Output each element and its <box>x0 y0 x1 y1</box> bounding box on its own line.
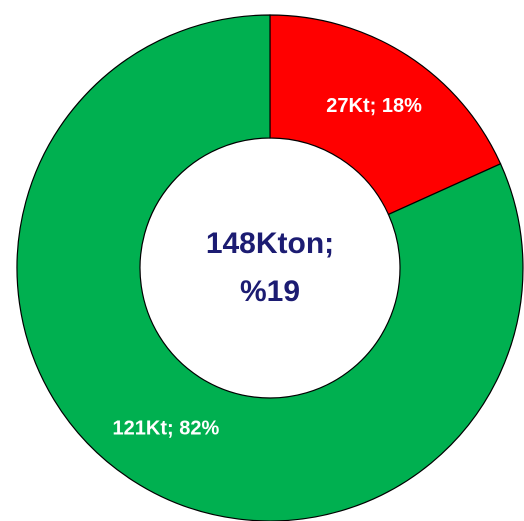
center-label: 148Kton; <box>206 227 334 260</box>
slice <box>16 14 524 521</box>
slices <box>16 14 524 521</box>
data-label: 27Kt; 18% <box>326 95 422 117</box>
center-label: %19 <box>240 275 300 308</box>
slice <box>269 14 502 216</box>
data-label: 121Kt; 82% <box>113 418 220 440</box>
